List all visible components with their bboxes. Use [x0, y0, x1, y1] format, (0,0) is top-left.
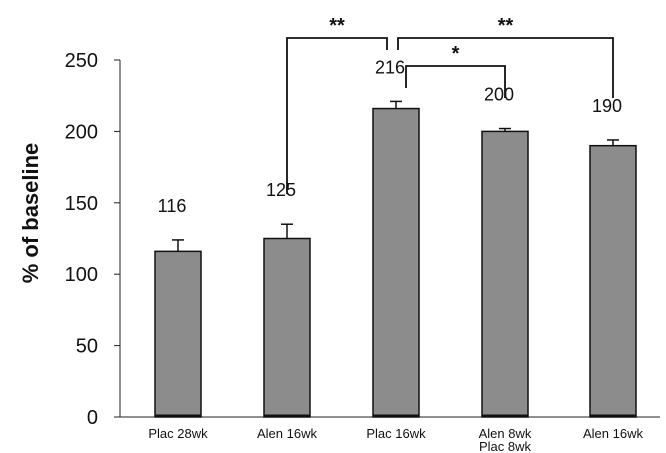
bar [589, 144, 637, 418]
significance-brackets: ** *** [286, 15, 614, 194]
x-tick-label: Plac 8wk [479, 439, 532, 453]
axes: 0 50 100 150 200 250 [65, 50, 660, 429]
significance-bracket [286, 37, 388, 194]
x-tick-label: Alen 8wk [479, 426, 532, 441]
y-tick-label: 200 [65, 121, 98, 143]
significance-label: * [452, 43, 460, 65]
data-label: 216 [375, 57, 405, 77]
bar [481, 130, 529, 418]
x-tick-label: Plac 28wk [148, 426, 208, 441]
data-label: 200 [484, 85, 514, 105]
x-tick-label: Alen 16wk [583, 426, 643, 441]
data-label: 125 [266, 180, 296, 200]
y-axis-label: % of baseline [18, 143, 43, 284]
x-tick-label: Plac 16wk [366, 426, 426, 441]
significance-bracket [397, 37, 614, 98]
x-tick-label: Alen 16wk [257, 426, 317, 441]
bar [372, 107, 420, 418]
y-tick-label: 50 [76, 336, 98, 358]
bar [263, 237, 311, 418]
significance-bracket [405, 65, 506, 98]
data-label: 116 [158, 196, 187, 216]
data-label: 190 [592, 96, 622, 116]
labels: 116 Plac 28wk 125 Alen 16wk 216 Plac 16wk 200 A… [148, 57, 643, 453]
y-tick-label: 150 [65, 193, 98, 215]
y-tick-label: 250 [65, 50, 98, 72]
bars [154, 100, 637, 418]
significance-label: ** [329, 15, 345, 37]
y-tick-label: 0 [87, 407, 98, 429]
y-tick-label: 100 [65, 264, 98, 286]
bar [154, 250, 202, 418]
significance-label: ** [498, 15, 514, 37]
